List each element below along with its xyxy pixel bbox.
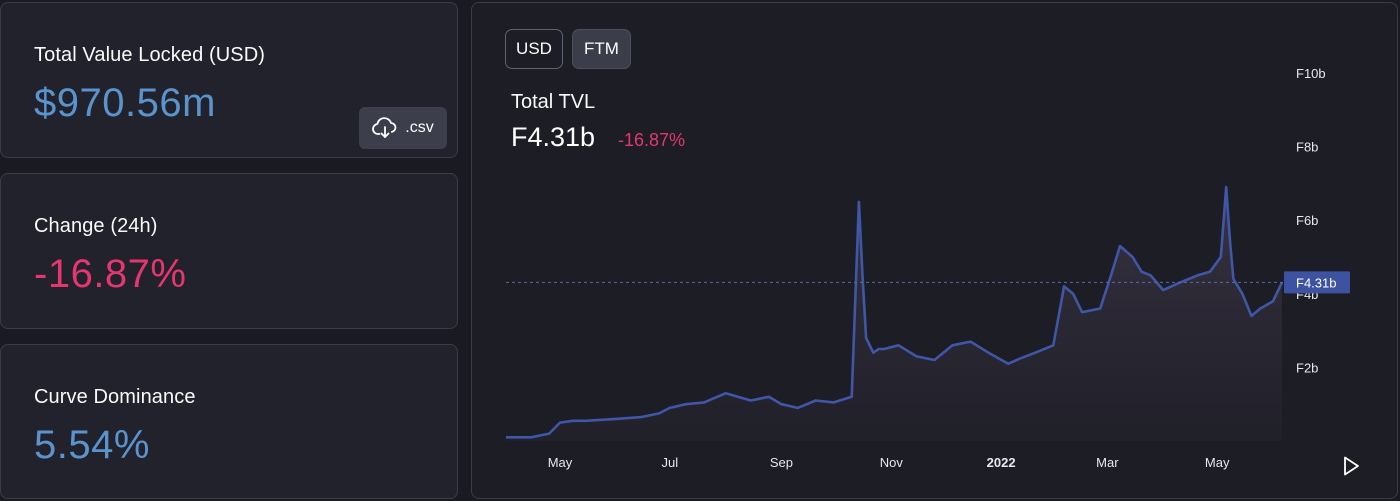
dominance-label: Curve Dominance (34, 386, 196, 408)
x-tick-label: Sep (770, 455, 793, 470)
tvl-area-fill (506, 187, 1282, 441)
change-label: Change (24h) (34, 215, 158, 237)
tvl-label: Total Value Locked (USD) (34, 44, 266, 66)
dominance-card: Curve Dominance 5.54% (0, 344, 458, 499)
csv-button-label: .csv (405, 119, 434, 136)
y-tick-label: F10b (1296, 66, 1326, 81)
x-tick-label: May (1205, 455, 1230, 470)
dominance-value: 5.54% (34, 423, 150, 467)
x-tick-label: May (548, 455, 573, 470)
change-card: Change (24h) -16.87% (0, 173, 458, 329)
x-tick-label: 2022 (987, 455, 1016, 470)
ftm-toggle[interactable]: FTM (572, 29, 631, 69)
download-csv-button[interactable]: .csv (359, 107, 447, 149)
change-value: -16.87% (34, 252, 187, 296)
play-icon (1338, 456, 1364, 482)
chart-title: Total TVL (511, 91, 596, 113)
y-tick-label: F2b (1296, 360, 1318, 375)
y-tick-label: F6b (1296, 213, 1318, 228)
x-tick-label: Mar (1096, 455, 1119, 470)
play-button[interactable] (1338, 453, 1364, 479)
chart-change: -16.87% (618, 130, 686, 150)
tvl-chart-panel: USD FTM Total TVL F4.31b -16.87% F2b F4b F… (471, 2, 1398, 499)
usd-toggle[interactable]: USD (505, 29, 563, 69)
current-value-badge (1284, 271, 1350, 294)
tvl-series-line (506, 185, 1284, 439)
x-tick-label: Jul (662, 455, 679, 470)
y-tick-label: F8b (1296, 140, 1318, 155)
current-value-badge-label: F4.31b (1296, 275, 1336, 290)
cloud-download-icon (372, 117, 398, 139)
x-tick-label: Nov (880, 455, 904, 470)
tvl-card: Total Value Locked (USD) $970.56m .csv (0, 2, 458, 158)
tvl-value: $970.56m (34, 81, 216, 125)
chart-current-value: F4.31b (511, 122, 596, 152)
